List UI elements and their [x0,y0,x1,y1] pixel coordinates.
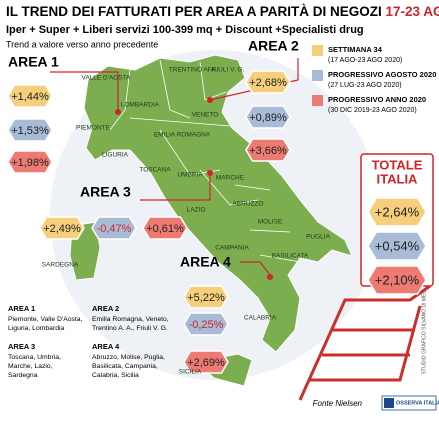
studio: STUDIO GRAFICO SILVANO DI MEO [421,290,427,375]
definition-name: AREA 1 [8,304,35,313]
definition-line: Calabria, Sicilia [92,372,139,379]
brand-box [381,395,437,411]
value-label: +0,54% [375,238,420,253]
area-dot [115,109,121,115]
note: Trend a valore verso anno precedente [6,39,158,49]
legend-swatch [312,70,323,81]
value-badge [183,350,229,374]
definition-name: AREA 3 [8,342,35,351]
area-name: AREA 3 [80,184,131,200]
region-label: EMILIA ROMAGNA [154,132,211,139]
region-label: CAMPANIA [215,245,249,252]
region-label: UMBRIA [177,172,203,179]
region-label: VENETO [192,112,219,119]
value-label: +0,61% [146,223,184,235]
value-badge [367,265,427,295]
definition-line: Trentino A. A., Friuli V. G. [92,325,168,332]
region-label: TRENTINO A. A. [169,67,218,74]
value-label: +1,44% [11,91,49,103]
legend-swatch [312,45,323,56]
legend-label: PROGRESSIVO AGOSTO 2020 [328,70,436,79]
value-badge [7,118,53,142]
area-name: AREA 2 [248,38,299,54]
value-badge [39,216,85,240]
value-label: +5,22% [187,292,225,304]
region-label: CALABRIA [244,315,277,322]
dynamic: SETTIMANA 34 (17 AGO-23 AGO 2020) PROGRESS… [7,38,439,411]
region-label: BASILICATA [272,253,309,260]
region-label: LOMBARDIA [121,102,160,109]
region-label: TOSCANA [139,167,171,174]
legend-label: SETTIMANA 34 [328,45,383,54]
value-badge [245,70,291,94]
mainland [83,54,353,353]
legend-label: PROGRESSIVO ANNO 2020 [328,95,426,104]
region-label: MOLISE [258,219,283,226]
value-label: -0,47% [97,223,132,235]
area-dot [267,274,273,280]
value-badge [183,312,229,336]
region-label: MARCHE [216,175,245,182]
area-name: AREA 1 [8,54,59,70]
title-date: 17-23 AGOSTO 2020 [386,4,439,19]
value-badge [7,150,53,174]
definition-name: AREA 4 [92,342,120,351]
region-label: VALLE D'AOSTA [81,75,131,82]
subtitle: Iper + Super + Liberi servizi 100-399 mq… [6,24,364,36]
region-label: ABRUZZO [232,201,263,208]
value-label: +2,49% [43,223,81,235]
value-label: +2,10% [375,272,420,287]
region-label: SICILIA [179,369,202,376]
leader-lines [50,58,299,276]
value-badge [367,197,427,227]
definition-line: Piemonte, Valle D'Aosta, [8,316,83,323]
total-title: TOTALE [372,157,423,172]
legend-period: (27 LUG-23 AGO 2020) [328,82,402,89]
brand-icon [384,398,394,408]
region-label: LAZIO [187,207,206,214]
area-dot [207,170,213,176]
region-label: FRIULI V. G. [208,67,245,74]
region-label: PIEMONTE [76,125,111,132]
value-label: +0,89% [249,112,287,124]
value-label: +2,64% [375,204,420,219]
value-badge [245,105,291,129]
region-label: LIGURIA [102,152,129,159]
value-label: +2,68% [249,77,287,89]
region-label: PUGLIA [306,234,331,241]
value-label: -0,25% [189,319,224,331]
region-label: SARDEGNA [42,262,79,269]
cart [298,284,431,401]
legend-period: (30 DIC 2019-23 AGO 2020) [328,107,417,114]
definition-line: Basilicata, Campania, [92,363,158,370]
definition-line: Sardegna [8,372,38,379]
value-badge [91,216,137,240]
definition-line: Toscana, Umbria, [8,354,61,361]
area-name: AREA 4 [180,254,231,270]
value-badge [245,138,291,162]
value-label: +1,98% [11,157,49,169]
title-text: IL TREND DEI FATTURATI PER AREA A PARITÀ… [6,4,382,19]
definition-name: AREA 2 [92,304,119,313]
legend-period: (17 AGO-23 AGO 2020) [328,57,402,64]
value-label: +2,69% [187,357,225,369]
value-badge [142,216,188,240]
total-title: ITALIA [377,171,419,186]
value-label: +3,66% [249,145,287,157]
title: IL TREND DEI FATTURATI PER AREA A PARITÀ… [6,4,439,19]
legend-swatch [312,95,323,106]
brand: OSSERVA ITALIA [396,400,439,406]
value-badge [183,285,229,309]
area-dot [207,97,213,103]
value-label: +1,53% [11,125,49,137]
value-badge [367,231,427,261]
value-badge [7,84,53,108]
source: Fonte Nielsen [313,399,363,408]
definition-line: Liguria, Lombardia [8,325,65,332]
definition-line: Emilia Romagna, Veneto, [92,316,169,323]
definition-line: Marche, Lazio, [8,363,53,370]
definition-line: Abruzzo, Molise, Puglia, [92,354,165,361]
